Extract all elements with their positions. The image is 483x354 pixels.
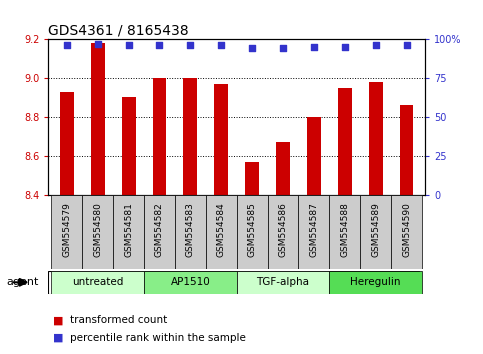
Text: AP1510: AP1510 bbox=[170, 277, 210, 287]
Bar bbox=[329, 195, 360, 269]
Bar bbox=[399, 105, 413, 195]
Bar bbox=[268, 195, 298, 269]
Bar bbox=[369, 82, 383, 195]
Point bbox=[156, 42, 163, 48]
Bar bbox=[206, 195, 237, 269]
Bar bbox=[245, 162, 259, 195]
Point bbox=[125, 42, 132, 48]
Bar bbox=[51, 271, 144, 294]
Bar bbox=[51, 195, 82, 269]
Text: GDS4361 / 8165438: GDS4361 / 8165438 bbox=[48, 24, 189, 38]
Text: GSM554582: GSM554582 bbox=[155, 202, 164, 257]
Point bbox=[63, 42, 71, 48]
Point bbox=[310, 44, 318, 50]
Point bbox=[248, 45, 256, 51]
Point bbox=[279, 45, 287, 51]
Bar bbox=[122, 97, 136, 195]
Bar bbox=[338, 88, 352, 195]
Bar bbox=[237, 195, 268, 269]
Text: GSM554589: GSM554589 bbox=[371, 202, 380, 257]
Bar bbox=[113, 195, 144, 269]
Bar bbox=[144, 271, 237, 294]
Text: GSM554579: GSM554579 bbox=[62, 202, 71, 257]
Text: GSM554587: GSM554587 bbox=[310, 202, 318, 257]
Bar bbox=[214, 84, 228, 195]
Bar bbox=[391, 195, 422, 269]
Text: GSM554585: GSM554585 bbox=[248, 202, 256, 257]
Bar bbox=[184, 78, 197, 195]
Text: agent: agent bbox=[6, 277, 39, 287]
Text: Heregulin: Heregulin bbox=[350, 277, 401, 287]
Point bbox=[341, 44, 349, 50]
Bar bbox=[298, 195, 329, 269]
Bar bbox=[360, 195, 391, 269]
Text: GSM554581: GSM554581 bbox=[124, 202, 133, 257]
Text: GSM554580: GSM554580 bbox=[93, 202, 102, 257]
Point bbox=[372, 42, 380, 48]
Bar bbox=[91, 43, 105, 195]
Bar bbox=[237, 271, 329, 294]
Bar bbox=[276, 142, 290, 195]
Bar bbox=[175, 195, 206, 269]
Text: ■: ■ bbox=[53, 333, 64, 343]
Text: percentile rank within the sample: percentile rank within the sample bbox=[70, 333, 246, 343]
Bar bbox=[144, 195, 175, 269]
Bar bbox=[82, 195, 113, 269]
Text: GSM554586: GSM554586 bbox=[279, 202, 287, 257]
Point bbox=[217, 42, 225, 48]
Bar bbox=[329, 271, 422, 294]
Point bbox=[403, 42, 411, 48]
Text: GSM554590: GSM554590 bbox=[402, 202, 411, 257]
Text: GSM554583: GSM554583 bbox=[186, 202, 195, 257]
Text: GSM554588: GSM554588 bbox=[340, 202, 349, 257]
Text: transformed count: transformed count bbox=[70, 315, 167, 325]
Bar bbox=[60, 92, 74, 195]
Text: GSM554584: GSM554584 bbox=[217, 202, 226, 257]
Text: TGF-alpha: TGF-alpha bbox=[256, 277, 310, 287]
Point bbox=[186, 42, 194, 48]
Point bbox=[94, 41, 101, 46]
Bar bbox=[307, 117, 321, 195]
Text: untreated: untreated bbox=[72, 277, 123, 287]
Text: ■: ■ bbox=[53, 315, 64, 325]
Bar bbox=[153, 78, 167, 195]
